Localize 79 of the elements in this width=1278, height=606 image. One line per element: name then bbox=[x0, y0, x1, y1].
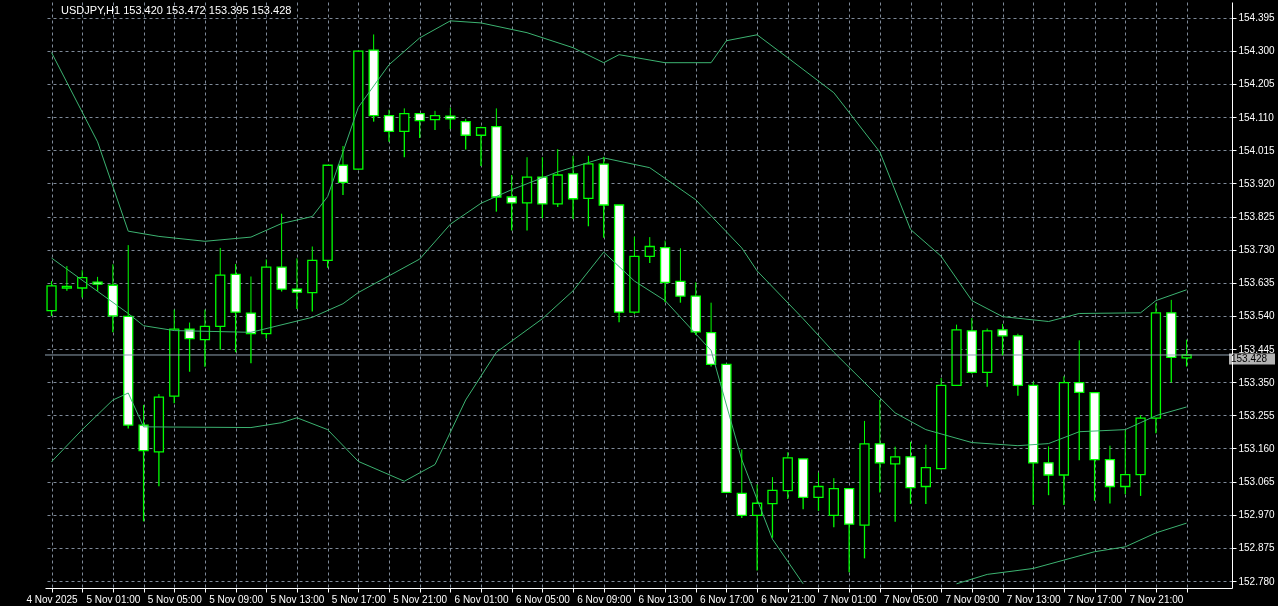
candlestick bbox=[61, 265, 73, 292]
candlestick bbox=[337, 145, 349, 196]
candlestick bbox=[276, 213, 287, 293]
candlestick bbox=[567, 155, 579, 220]
x-tick-label: 6 Nov 01:00 bbox=[454, 593, 509, 605]
candlestick bbox=[1150, 302, 1162, 434]
y-tick-label: 154.015 bbox=[1238, 144, 1276, 156]
candlestick bbox=[245, 276, 257, 365]
candlestick bbox=[521, 156, 533, 232]
candlestick bbox=[215, 247, 226, 351]
candlestick bbox=[767, 476, 778, 539]
candlestick bbox=[138, 404, 149, 523]
y-tick-label: 153.635 bbox=[1238, 277, 1276, 289]
candlestick bbox=[629, 236, 640, 315]
candlestick bbox=[583, 155, 594, 227]
candlestick bbox=[1104, 445, 1116, 505]
candlestick bbox=[107, 263, 119, 333]
y-tick-label: 154.300 bbox=[1238, 45, 1276, 57]
candlestick bbox=[475, 126, 487, 167]
line-series bbox=[51, 157, 1188, 447]
chart-title: USDJPY,H1 153.420 153.472 153.395 153.428 bbox=[61, 4, 292, 16]
candlestick bbox=[1043, 445, 1054, 496]
x-tick-label: 6 Nov 09:00 bbox=[577, 593, 632, 605]
candlestick bbox=[429, 110, 441, 131]
x-tick-label: 6 Nov 05:00 bbox=[515, 593, 571, 605]
candlestick bbox=[1074, 339, 1085, 461]
candlestick bbox=[1058, 375, 1070, 506]
candlestick bbox=[890, 446, 901, 523]
line-series bbox=[51, 20, 1188, 323]
candlestick bbox=[1028, 381, 1039, 506]
y-tick-label: 153.730 bbox=[1238, 244, 1276, 256]
ref-line-label: 153.428 bbox=[1231, 353, 1268, 364]
candlestick bbox=[1012, 333, 1024, 397]
x-tick-label: 7 Nov 21:00 bbox=[1129, 593, 1184, 605]
candlestick bbox=[230, 263, 241, 353]
y-tick-label: 152.875 bbox=[1238, 542, 1276, 554]
x-tick-label: 5 Nov 17:00 bbox=[331, 593, 387, 605]
x-tick-label: 5 Nov 21:00 bbox=[393, 593, 448, 605]
x-tick-label: 6 Nov 17:00 bbox=[699, 593, 755, 605]
x-tick-label: 6 Nov 21:00 bbox=[761, 593, 816, 605]
y-tick-label: 153.825 bbox=[1238, 211, 1276, 223]
y-tick-label: 153.255 bbox=[1238, 409, 1276, 421]
y-tick-label: 152.970 bbox=[1238, 509, 1276, 521]
candlestick bbox=[736, 449, 747, 519]
candlestick bbox=[307, 246, 318, 313]
candlestick bbox=[997, 323, 1008, 356]
candlestick bbox=[598, 156, 609, 239]
candlestick bbox=[399, 107, 410, 158]
candlestick bbox=[1135, 414, 1146, 497]
x-tick-label: 4 Nov 2025 bbox=[26, 593, 79, 605]
y-tick-label: 152.780 bbox=[1238, 575, 1276, 587]
candlestick bbox=[659, 240, 671, 303]
y-tick-label: 154.110 bbox=[1238, 111, 1275, 123]
y-tick-label: 153.920 bbox=[1238, 177, 1276, 189]
x-tick-label: 5 Nov 13:00 bbox=[270, 593, 325, 605]
y-tick-label: 154.395 bbox=[1238, 12, 1276, 24]
candlestick bbox=[859, 420, 870, 559]
x-tick-label: 7 Nov 13:00 bbox=[1006, 593, 1062, 605]
y-tick-label: 153.350 bbox=[1238, 376, 1276, 388]
x-tick-label: 7 Nov 09:00 bbox=[945, 593, 1000, 605]
candlestick bbox=[153, 393, 165, 487]
x-tick-label: 7 Nov 17:00 bbox=[1068, 593, 1123, 605]
x-tick-label: 7 Nov 05:00 bbox=[884, 593, 939, 605]
y-tick-label: 154.205 bbox=[1238, 78, 1276, 90]
candlestick bbox=[1166, 299, 1177, 384]
candlestick bbox=[874, 399, 885, 494]
candlestick bbox=[383, 109, 395, 143]
x-tick-label: 6 Nov 13:00 bbox=[638, 593, 693, 605]
candlestick bbox=[291, 257, 303, 310]
x-tick-label: 5 Nov 01:00 bbox=[86, 593, 141, 605]
x-tick-label: 5 Nov 05:00 bbox=[147, 593, 203, 605]
y-tick-label: 153.445 bbox=[1238, 343, 1276, 355]
x-tick-label: 5 Nov 09:00 bbox=[209, 593, 264, 605]
candlestick bbox=[506, 174, 517, 232]
y-tick-label: 153.065 bbox=[1238, 476, 1276, 488]
y-tick-label: 153.540 bbox=[1238, 310, 1276, 322]
x-tick-label: 7 Nov 01:00 bbox=[822, 593, 878, 605]
y-tick-label: 153.160 bbox=[1238, 442, 1276, 454]
candlestick bbox=[966, 317, 978, 374]
